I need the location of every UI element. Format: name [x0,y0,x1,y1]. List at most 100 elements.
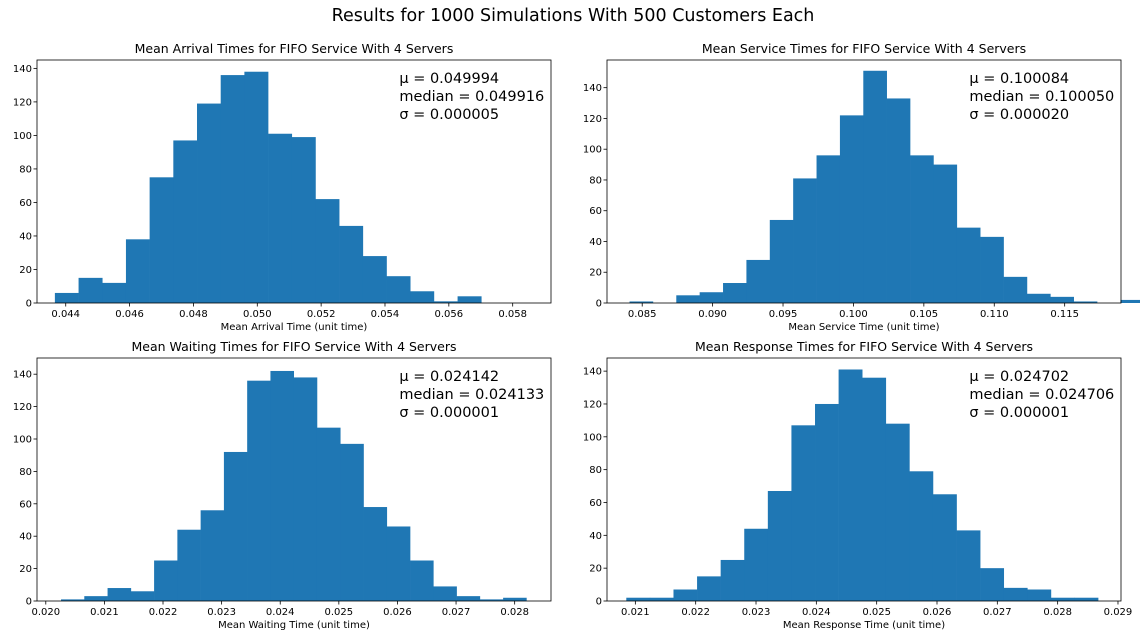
panel-title: Mean Service Times for FIFO Service With… [702,41,1026,56]
x-tick-label: 0.024 [266,607,295,618]
histogram-bar [910,155,934,303]
histogram-bar [130,591,155,601]
x-axis-label: Mean Waiting Time (unit time) [218,620,370,631]
histogram-bar [697,576,721,601]
histogram-panel-service: Mean Service Times for FIFO Service With… [583,41,1140,333]
y-tick-label: 140 [583,83,602,94]
histogram-bar [1003,276,1028,303]
histogram-bar [885,423,910,601]
x-tick-label: 0.052 [307,309,336,320]
y-tick-label: 60 [19,198,32,209]
y-tick-label: 40 [19,231,32,242]
y-tick-label: 40 [589,237,602,248]
x-tick-label: 0.090 [698,309,727,320]
y-tick-label: 40 [589,531,602,542]
x-tick-label: 0.105 [910,309,939,320]
stat-line: σ = 0.000001 [969,405,1069,421]
x-tick-label: 0.023 [742,607,771,618]
stat-line: median = 0.024133 [399,387,544,403]
x-tick-label: 0.020 [31,607,60,618]
histogram-bar [54,292,79,303]
stat-line: σ = 0.000005 [399,107,499,123]
y-tick-label: 20 [19,265,32,276]
histogram-bar [316,427,341,601]
histogram-bar [744,528,769,601]
y-tick-label: 40 [19,532,32,543]
histogram-bar [815,403,839,601]
histogram-bar [293,377,318,601]
stat-line: median = 0.049916 [399,89,544,105]
histogram-bar [626,597,651,601]
histogram-bar [767,490,792,601]
histogram-bar [291,137,316,303]
histogram-bar [154,560,178,601]
x-tick-label: 0.046 [115,309,144,320]
y-tick-label: 20 [19,564,32,575]
histogram-bar [909,471,934,601]
stat-line: median = 0.024706 [969,387,1114,403]
histogram-bar [363,507,388,601]
y-tick-label: 20 [589,268,602,279]
y-tick-label: 0 [26,299,32,310]
stat-line: μ = 0.100084 [969,71,1069,87]
histogram-bar [1050,597,1075,601]
x-tick-label: 0.021 [90,607,119,618]
histogram-bar [699,292,724,303]
panel-title: Mean Arrival Times for FIFO Service With… [135,41,454,56]
x-tick-label: 0.085 [628,309,657,320]
stat-line: σ = 0.000020 [969,107,1069,123]
y-tick-label: 0 [26,597,32,608]
histogram-bar [956,227,981,303]
histogram-bar [980,236,1004,303]
y-tick-label: 100 [13,131,32,142]
y-tick-label: 0 [596,597,602,608]
histogram-bar [410,291,435,303]
histogram-panel-response: Mean Response Times for FIFO Service Wit… [583,339,1132,631]
x-tick-label: 0.048 [179,309,208,320]
stat-line: μ = 0.049994 [399,71,499,87]
stat-line: median = 0.100050 [969,89,1114,105]
panel-title: Mean Waiting Times for FIFO Service With… [132,339,457,354]
y-tick-label: 140 [13,64,32,75]
histogram-bar [980,568,1005,601]
x-tick-label: 0.058 [498,309,527,320]
histogram-bar [125,239,150,303]
histogram-bar [456,596,481,601]
x-tick-label: 0.022 [149,607,178,618]
histogram-bar [479,599,504,601]
x-tick-label: 0.026 [383,607,412,618]
histogram-bar [84,596,108,601]
histogram-bar [149,177,174,303]
histogram-bar [177,529,201,601]
histogram-bar [1074,597,1099,601]
histogram-bar [673,589,698,601]
y-tick-label: 60 [19,499,32,510]
histogram-bars [61,370,527,601]
histogram-bar [1027,589,1052,601]
y-tick-label: 80 [589,465,602,476]
histogram-bar [816,155,841,303]
histogram-bar [838,369,863,601]
histogram-bar [1003,587,1028,601]
x-axis-label: Mean Arrival Time (unit time) [221,322,368,333]
histogram-bar [1050,296,1074,303]
histogram-bar [746,259,771,303]
y-tick-label: 120 [13,402,32,413]
x-tick-label: 0.044 [51,309,80,320]
histogram-bar [629,301,654,303]
x-tick-label: 0.022 [681,607,710,618]
histogram-bars [629,70,1140,303]
x-tick-label: 0.056 [435,309,464,320]
histogram-bar [676,295,700,303]
histogram-bar [61,599,85,601]
stat-line: μ = 0.024702 [969,369,1069,385]
histogram-bar [244,71,269,303]
histogram-bar [270,370,295,601]
histogram-bar [649,597,674,601]
histogram-bar [220,75,245,303]
y-tick-label: 140 [13,370,32,381]
y-tick-label: 20 [589,564,602,575]
histogram-bar [862,377,887,601]
stats-annotation: μ = 0.100084 median = 0.100050 σ = 0.00002… [969,71,1114,123]
histogram-bar [247,380,271,601]
